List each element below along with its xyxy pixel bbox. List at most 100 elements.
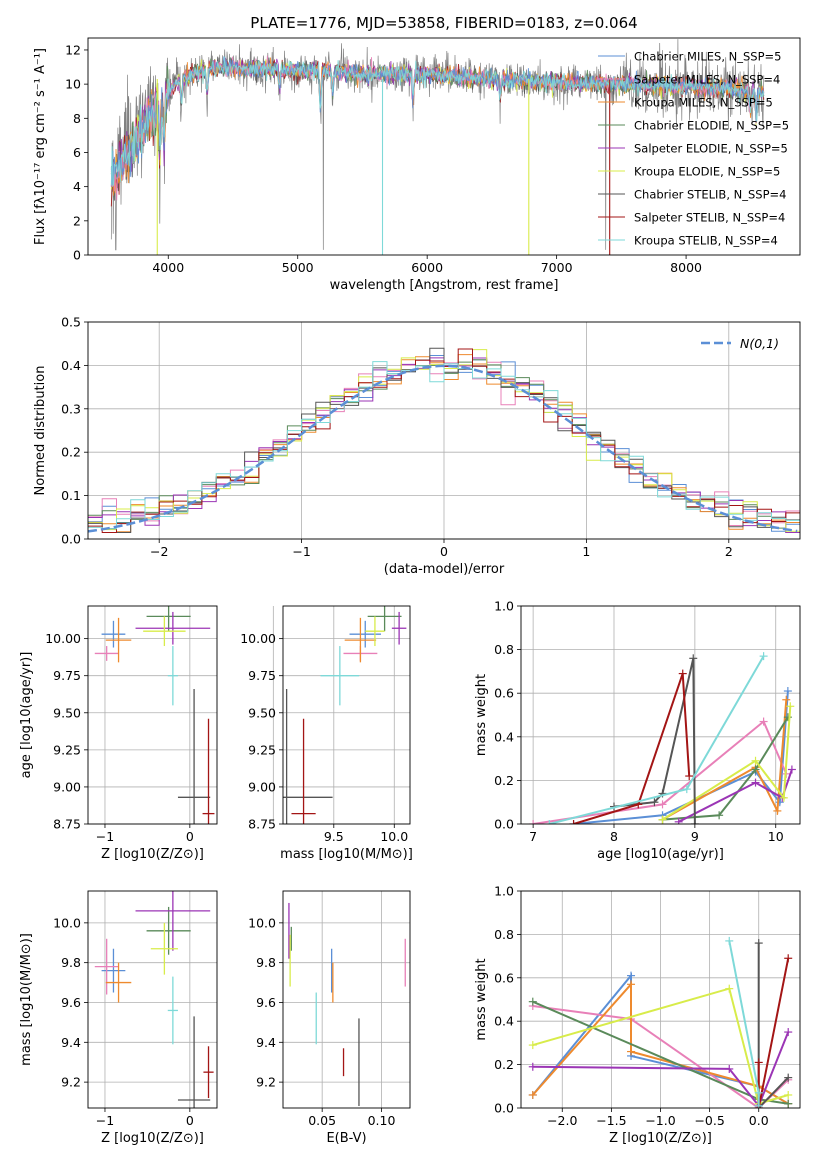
legend-label: Chabrier MILES, N_SSP=5 xyxy=(634,50,781,64)
y-tick-label: 2 xyxy=(73,213,81,228)
plot-area xyxy=(110,39,765,255)
axes-frame xyxy=(87,890,218,1109)
weight-line-chabrier_stelib xyxy=(757,943,789,1108)
y-tick-label: 0.0 xyxy=(61,532,81,547)
x-axis-label: Z [log10(Z/Z⊙)] xyxy=(101,847,204,862)
legend-label: Chabrier STELIB, N_SSP=4 xyxy=(634,188,786,202)
x-tick-label: 0 xyxy=(186,1113,194,1128)
gaussian-curve xyxy=(88,364,798,533)
weight-line-salpeter_stelib xyxy=(573,673,691,824)
y-axis-label: age [log10(age/yr)] xyxy=(19,652,34,779)
y-tick-label: 8 xyxy=(73,111,81,126)
y-tick-label: 1.0 xyxy=(494,884,514,899)
y-tick-label: 9.50 xyxy=(53,705,81,720)
x-tick-label: 10 xyxy=(768,829,784,844)
chart-residuals: −2 −1 0 1 2 0.0 0.1 0.2 0.3 0.4 0.5 (data-model)/er… xyxy=(33,315,801,577)
plot-area xyxy=(529,652,796,824)
y-tick-label: 0.4 xyxy=(494,729,514,744)
axes-frame xyxy=(87,37,801,256)
weight-line-kroupa_elodie xyxy=(661,706,792,821)
y-tick-label: 9.25 xyxy=(248,742,276,757)
x-tick-label: 0.05 xyxy=(308,1113,336,1128)
x-axis-label: Z [log10(Z/Z⊙)] xyxy=(609,1131,712,1146)
weight-line-salpeter_elodie xyxy=(678,769,793,823)
x-tick-label: −0.5 xyxy=(694,1113,724,1128)
weight-line-kroupa_elodie xyxy=(532,987,789,1105)
x-tick-label: −1 xyxy=(96,1113,114,1128)
x-axis-label: age [log10(age/yr)] xyxy=(597,847,724,862)
x-axis-label: Z [log10(Z/Z⊙)] xyxy=(101,1131,204,1146)
y-tick-label: 9.6 xyxy=(256,995,276,1010)
y-tick-label: 10.00 xyxy=(45,631,81,646)
y-tick-label: 9.75 xyxy=(248,668,276,683)
y-axis-label: mass [log10(M/M⊙)] xyxy=(19,933,34,1066)
plot-area xyxy=(88,347,800,533)
x-tick-label: −1 xyxy=(292,544,310,559)
y-tick-label: 9.2 xyxy=(256,1075,276,1090)
y-tick-label: 0.4 xyxy=(61,358,81,373)
weight-line-salpeter_stelib xyxy=(757,958,790,1108)
y-tick-label: 9.00 xyxy=(248,779,276,794)
x-tick-label: 2 xyxy=(725,544,733,559)
y-tick-label: 0.0 xyxy=(494,817,514,832)
weight-line-kroupa_miles xyxy=(662,699,788,821)
y-tick-label: 9.8 xyxy=(256,955,276,970)
y-tick-label: 8.75 xyxy=(53,817,81,832)
x-axis-label: wavelength [Angstrom, rest frame] xyxy=(330,278,559,293)
chart-weight_vs_Z: −2.0 −1.5 −1.0 −0.5 0.0 0.0 0.2 0.4 0.6 0.8 1.0 Z [… xyxy=(474,884,801,1146)
y-tick-label: 0.4 xyxy=(494,1014,514,1029)
legend-label: Salpeter MILES, N_SSP=4 xyxy=(634,73,780,87)
legend: Chabrier MILES, N_SSP=5 Salpeter MILES, N… xyxy=(598,50,789,248)
y-tick-label: 0.8 xyxy=(494,927,514,942)
y-tick-label: 9.00 xyxy=(53,779,81,794)
x-tick-label: −1.0 xyxy=(645,1113,675,1128)
legend-label: Salpeter ELODIE, N_SSP=5 xyxy=(634,142,788,156)
chart-mass_vs_ebv: 0.05 0.10 9.2 9.4 9.6 9.8 10.0 E(B-V) xyxy=(248,890,411,1146)
model-spectrum-kroupa_stelib xyxy=(110,56,765,188)
y-tick-label: 9.2 xyxy=(61,1075,81,1090)
x-tick-label: −1.5 xyxy=(596,1113,626,1128)
y-tick-label: 0.6 xyxy=(494,686,514,701)
y-tick-label: 0 xyxy=(73,248,81,263)
axes-frame xyxy=(520,890,801,1109)
x-axis-label: E(B-V) xyxy=(326,1131,366,1146)
axes-frame xyxy=(87,321,801,540)
chart-weight_vs_age: 7 8 9 10 0.0 0.2 0.4 0.6 0.8 1.0 age [log10(age/yr… xyxy=(474,599,801,862)
legend-label: Salpeter STELIB, N_SSP=4 xyxy=(634,211,785,225)
x-axis-label: mass [log10(M/M⊙)] xyxy=(280,847,413,862)
x-tick-label: 0.0 xyxy=(749,1113,769,1128)
y-tick-label: 0.3 xyxy=(61,401,81,416)
x-tick-label: 1 xyxy=(582,544,590,559)
y-tick-label: 10.0 xyxy=(248,915,276,930)
plot-area xyxy=(283,606,407,824)
y-tick-label: 1.0 xyxy=(494,599,514,614)
y-tick-label: 0.5 xyxy=(61,315,81,330)
x-tick-label: 9 xyxy=(691,829,699,844)
y-tick-label: 9.25 xyxy=(53,742,81,757)
axes-frame xyxy=(282,890,411,1109)
y-tick-label: 9.6 xyxy=(61,995,81,1010)
axes-frame xyxy=(520,605,801,825)
y-tick-label: 4 xyxy=(73,179,81,194)
x-tick-label: −2.0 xyxy=(547,1113,577,1128)
legend-label: N(0,1) xyxy=(740,336,779,351)
x-tick-label: 8 xyxy=(610,829,618,844)
legend-label: Kroupa STELIB, N_SSP=4 xyxy=(634,234,778,248)
y-axis-label: Flux [fλ10⁻¹⁷ erg cm⁻² s⁻¹ A⁻¹] xyxy=(33,48,48,245)
y-tick-label: 0.6 xyxy=(494,970,514,985)
weight-line-salpeter_miles xyxy=(532,719,788,824)
plot-area xyxy=(528,936,793,1108)
y-tick-label: 10.0 xyxy=(53,915,81,930)
x-tick-label: 10.0 xyxy=(380,829,408,844)
axes-frame xyxy=(282,605,411,825)
legend-label: Kroupa ELODIE, N_SSP=5 xyxy=(634,165,780,179)
y-tick-label: 9.50 xyxy=(248,705,276,720)
x-tick-label: 4000 xyxy=(152,260,184,275)
y-tick-label: 6 xyxy=(73,145,81,160)
chart-age_vs_Z: −1 0 8.75 9.00 9.25 9.50 9.75 10.00 Z [log10(Z/Z… xyxy=(19,605,218,862)
y-axis-label: mass weight xyxy=(474,958,489,1040)
chart-title: PLATE=1776, MJD=53858, FIBERID=0183, z=0… xyxy=(250,14,637,32)
y-tick-label: 0.2 xyxy=(61,445,81,460)
plot-area xyxy=(94,606,215,824)
